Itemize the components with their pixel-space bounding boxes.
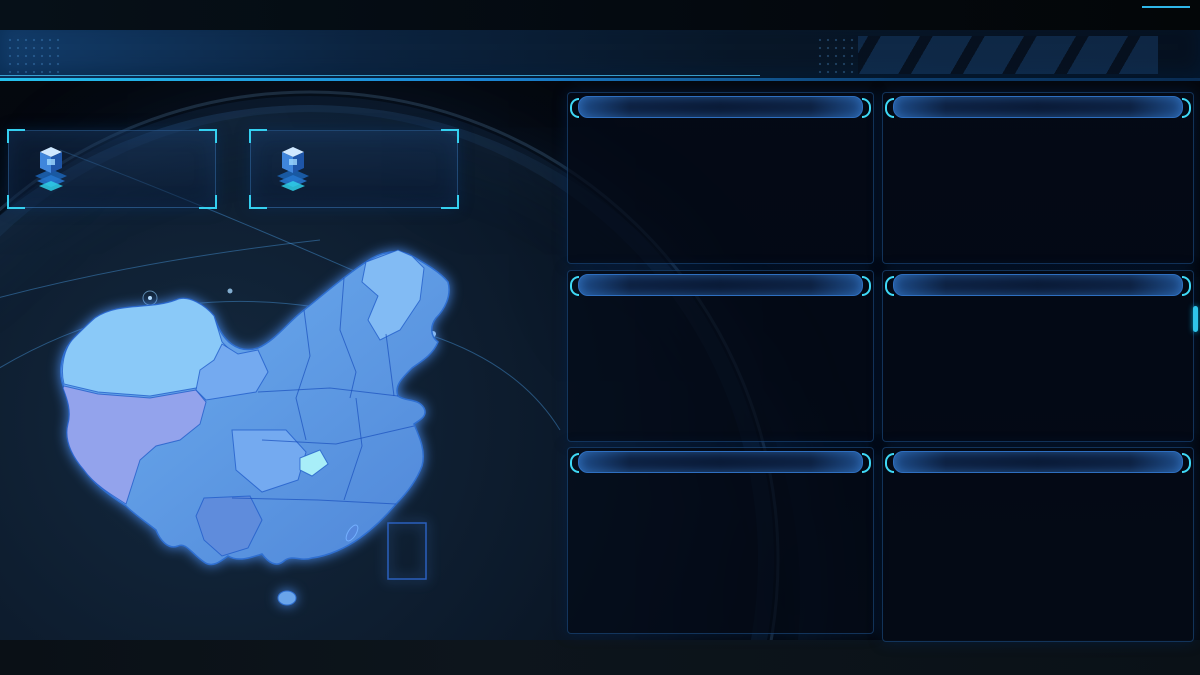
province-patches[interactable]: [61, 249, 425, 557]
kpi-cube-icon: [277, 147, 309, 191]
city-table[interactable]: [887, 472, 1189, 637]
corner-bracket: [441, 195, 459, 209]
corner-bracket: [249, 195, 267, 209]
hainan-island[interactable]: [277, 590, 297, 606]
scrollbar-thumb[interactable]: [1193, 306, 1198, 332]
china-map[interactable]: [60, 249, 450, 606]
panel-title-bar: [570, 274, 871, 296]
corner-bracket: [7, 195, 25, 209]
panel-title-bar: [570, 96, 871, 118]
panel-title-bar: [570, 451, 871, 473]
donut-chart[interactable]: [568, 117, 873, 263]
panel-title-bar: [885, 451, 1191, 473]
panel-trend: [882, 92, 1194, 264]
header-dots-left: [6, 36, 62, 74]
header-stripes: [858, 36, 1158, 74]
panel-region-bar: [567, 270, 874, 442]
corner-bracket: [249, 129, 267, 143]
panel-city-table: [882, 447, 1194, 642]
province-borders: [231, 277, 415, 505]
panel-donut: [567, 92, 874, 264]
product-bar-chart[interactable]: [568, 472, 873, 633]
kpi-card-2[interactable]: [249, 129, 459, 209]
panel-title-bar: [885, 274, 1191, 296]
category-bar-chart[interactable]: [883, 295, 1193, 441]
corner-bracket: [199, 129, 217, 143]
corner-bracket: [441, 129, 459, 143]
panel-product-bar: [567, 447, 874, 634]
header-dots-right: [816, 36, 856, 74]
header-underline: [0, 78, 1200, 81]
trend-line-chart[interactable]: [883, 117, 1193, 263]
bottom-band: [0, 640, 1200, 675]
kpi-cube-icon: [35, 147, 67, 191]
header-corner-tick: [1142, 6, 1190, 8]
top-band: [0, 0, 1200, 30]
kpi-card-1[interactable]: [7, 129, 217, 209]
corner-bracket: [7, 129, 25, 143]
map-selection-box[interactable]: [387, 522, 427, 580]
panel-title-bar: [885, 96, 1191, 118]
region-bar-chart[interactable]: [568, 295, 873, 441]
header-bar: [0, 30, 1200, 80]
taiwan-island[interactable]: [344, 523, 360, 543]
corner-bracket: [199, 195, 217, 209]
header-underline-thin: [0, 75, 760, 76]
panel-category-bar: [882, 270, 1194, 442]
